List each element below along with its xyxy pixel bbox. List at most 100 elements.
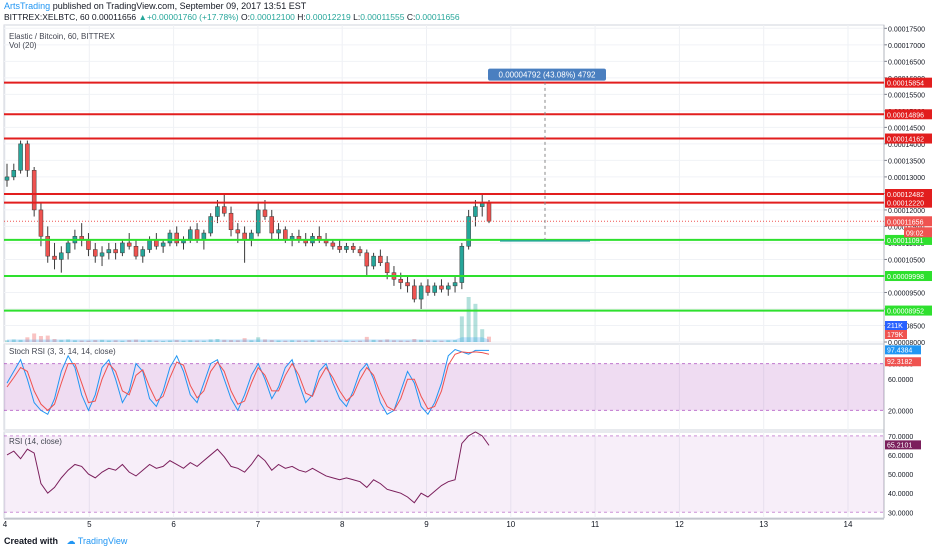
measure-label: 0.00004792 (43.08%) 4792 <box>499 71 597 80</box>
candle-body <box>269 216 275 234</box>
volume-bar <box>330 340 335 342</box>
rsi-last-label: 65.2101 <box>887 442 912 449</box>
candle-body <box>276 229 281 234</box>
close-value: 0.00011656 <box>415 12 460 22</box>
volume-bar <box>351 340 356 342</box>
volume-bar <box>133 339 138 342</box>
candle-body <box>466 216 471 247</box>
candle-body <box>160 242 166 247</box>
candle-body <box>4 176 10 181</box>
rsi-title: RSI (14, close) <box>9 437 62 446</box>
candle-body <box>18 143 23 171</box>
symbol-ohlc-line: BITTREX:XELBTC, 60 0.00011656 ▲+0.000017… <box>4 12 460 22</box>
volume-bar <box>344 340 349 342</box>
candle-body <box>38 209 44 237</box>
volume-bar <box>398 340 403 342</box>
volume-bar <box>303 340 308 342</box>
candle-body <box>262 209 268 217</box>
up-triangle-icon: ▲ <box>138 12 147 22</box>
resistance-line-label-bg <box>885 189 932 200</box>
candle-body <box>147 239 152 250</box>
resistance-line-label-bg <box>885 109 932 120</box>
volume-bar <box>391 340 396 342</box>
support-line-label-bg <box>885 305 932 316</box>
candle-body <box>371 255 376 267</box>
x-tick-label: 5 <box>87 520 92 529</box>
x-tick-label: 10 <box>506 520 515 529</box>
candle-body <box>11 170 17 178</box>
volume-bar <box>425 340 430 342</box>
y-tick-label: 0.00009500 <box>888 290 925 297</box>
candle-body <box>418 285 424 300</box>
volume-bar <box>18 339 23 342</box>
volume-bar <box>147 340 152 342</box>
change-value: +0.00001760 (+17.78%) <box>146 12 239 22</box>
countdown-label: 09:02 <box>906 230 924 237</box>
countdown-label-bg <box>904 227 932 238</box>
last-value: 0.00011656 <box>91 12 137 22</box>
candle-body <box>59 252 64 260</box>
stoch-y-tick-label: 20.0000 <box>888 408 913 415</box>
volume-value-label-bg <box>885 330 907 339</box>
candle-body <box>120 242 125 254</box>
volume-bar <box>11 339 16 342</box>
stoch-last-label-bg <box>885 357 921 367</box>
y-tick-label: 0.00010500 <box>888 257 925 264</box>
tradingview-logo[interactable]: ☁ TradingView <box>66 536 128 546</box>
volume-bar <box>201 340 206 342</box>
publish-header: ArtsTrading published on TradingView.com… <box>4 1 306 11</box>
volume-bar <box>25 337 30 342</box>
volume-value-label: 179K <box>887 332 904 339</box>
x-tick-label: 6 <box>171 520 176 529</box>
volume-bar <box>106 340 111 342</box>
candle-body <box>174 232 179 244</box>
volume-bar <box>269 340 274 342</box>
volume-bar <box>167 340 172 342</box>
support-line-label: 0.00008952 <box>887 309 924 316</box>
candle-body <box>350 245 356 250</box>
volume-bar <box>174 340 179 342</box>
last-price-label-bg <box>885 216 932 227</box>
volume-bar <box>446 340 451 342</box>
volume-bar <box>385 339 390 342</box>
volume-bar <box>195 340 200 342</box>
candle-body <box>283 229 288 240</box>
candle-body <box>45 236 50 257</box>
resistance-line-label: 0.00012220 <box>887 201 924 208</box>
last-price-label: 0.00011656 <box>887 219 924 226</box>
candle-body <box>425 285 431 293</box>
volume-bar <box>235 340 240 342</box>
volume-bar <box>296 340 301 342</box>
volume-bar <box>466 297 471 342</box>
footer: Created with ☁ TradingView <box>4 536 127 547</box>
price-pane-title: Elastic / Bitcoin, 60, BITTREX <box>9 32 115 41</box>
candle-body <box>344 245 349 250</box>
volume-bar <box>72 340 77 342</box>
volume-bar <box>371 339 376 342</box>
resistance-line-label-bg <box>885 77 932 88</box>
candle-body <box>208 216 213 234</box>
volume-label: Vol (20) <box>9 41 37 50</box>
candle-body <box>486 203 492 222</box>
x-tick-label: 7 <box>256 520 261 529</box>
candle-body <box>99 252 105 257</box>
volume-bar <box>188 340 193 342</box>
volume-bar <box>208 339 213 342</box>
resistance-line-label: 0.00014162 <box>887 137 924 144</box>
stoch-band <box>4 363 884 411</box>
candle-body <box>479 203 485 207</box>
volume-bar <box>140 340 145 342</box>
candle-body <box>215 206 220 217</box>
support-line-label: 0.00011091 <box>887 238 924 245</box>
candle-body <box>201 232 207 240</box>
candle-body <box>221 206 227 214</box>
candle-body <box>439 285 444 290</box>
candle-body <box>113 249 118 254</box>
rsi-y-tick-label: 50.0000 <box>888 472 913 479</box>
author-link[interactable]: ArtsTrading <box>4 1 51 11</box>
candle-body <box>357 249 363 254</box>
y-tick-label: 0.00014000 <box>888 142 925 149</box>
stoch-last-label-bg <box>885 345 921 355</box>
volume-bar <box>93 340 98 342</box>
